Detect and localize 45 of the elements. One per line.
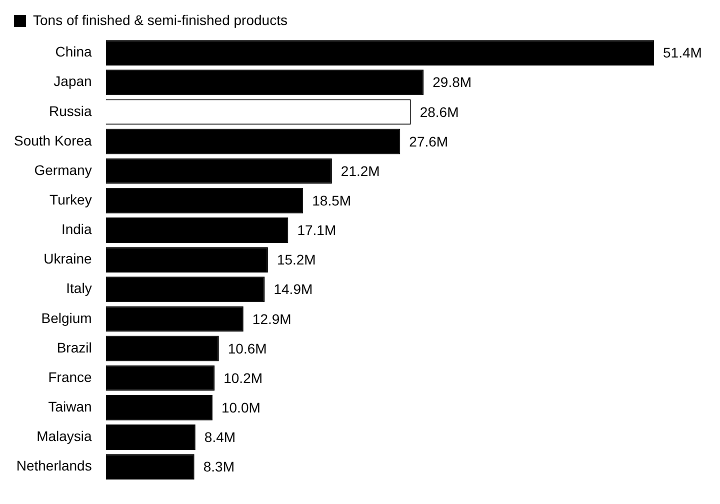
data-label: 29.8M (432, 74, 472, 90)
data-label: 18.5M (312, 192, 352, 209)
data-label: 10.6M (228, 340, 267, 356)
y-tick-label: Germany (34, 162, 92, 178)
y-tick-label: Russia (49, 102, 92, 119)
y-tick-label: Turkey (50, 192, 92, 208)
data-label: 27.6M (409, 133, 448, 150)
y-tick-label: India (61, 221, 92, 238)
data-label: 17.1M (297, 222, 336, 238)
bar (106, 424, 196, 450)
data-label: 28.6M (420, 104, 459, 120)
y-tick-label: Japan (54, 73, 92, 90)
bar (106, 40, 654, 66)
y-tick-label: Belgium (41, 310, 92, 326)
y-tick-label: China (55, 44, 92, 60)
data-label: 14.9M (274, 281, 313, 298)
y-tick-label: Malaysia (36, 428, 92, 444)
data-label: 12.9M (252, 310, 292, 327)
data-label: 10.0M (221, 400, 260, 416)
bar (106, 70, 424, 96)
data-label: 8.4M (204, 429, 236, 446)
bar (106, 188, 304, 214)
legend-label: Tons of finished & semi-finished products (33, 12, 288, 28)
data-label: 8.3M (203, 458, 234, 475)
bar (106, 306, 244, 332)
bar (106, 247, 268, 273)
bar (106, 394, 212, 420)
y-tick-label: South Korea (14, 132, 92, 148)
bar (106, 218, 288, 243)
bar (106, 454, 194, 480)
y-tick-label: Brazil (56, 339, 92, 356)
bar (106, 276, 265, 302)
bar (106, 128, 400, 154)
bar (106, 365, 215, 391)
data-label: 51.4M (663, 44, 702, 61)
y-tick-label: Netherlands (16, 458, 92, 474)
bar (106, 336, 219, 362)
data-label: 15.2M (276, 252, 316, 268)
y-tick-label: France (48, 368, 92, 385)
y-tick-label: Ukraine (44, 250, 92, 267)
data-label: 10.2M (224, 370, 263, 386)
bar (106, 158, 332, 184)
data-label: 21.2M (340, 162, 380, 179)
y-tick-label: Taiwan (48, 398, 92, 415)
y-tick-label: Italy (66, 280, 92, 296)
